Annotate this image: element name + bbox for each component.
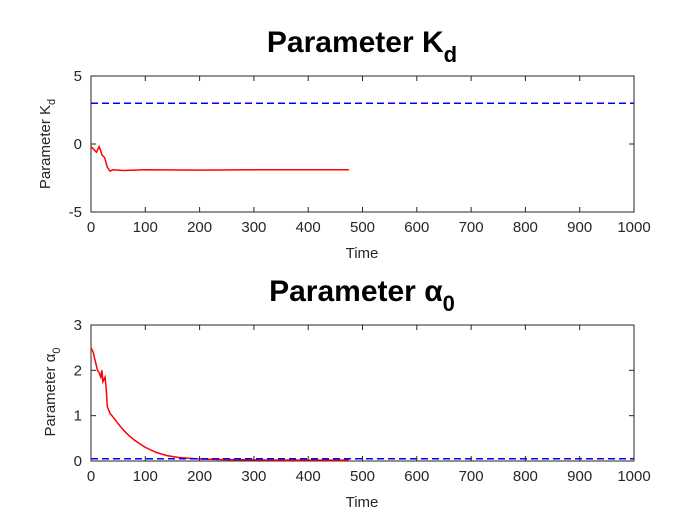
x-tick-label: 900 (567, 219, 592, 236)
x-tick-label: 0 (87, 219, 95, 236)
axes-box (90, 324, 635, 462)
x-tick-label: 0 (87, 468, 95, 485)
y-tick-label: -5 (69, 204, 82, 221)
x-tick-label: 700 (459, 468, 484, 485)
y-tick-label: 1 (74, 408, 82, 425)
x-tick-label: 500 (350, 468, 375, 485)
y-axis-label: Parameter Kd (37, 99, 58, 189)
x-tick-label: 400 (296, 219, 321, 236)
y-tick-label: 2 (74, 362, 82, 379)
x-tick-label: 100 (133, 219, 158, 236)
x-tick-label: 700 (459, 219, 484, 236)
chart-title: Parameter α0 (269, 275, 455, 316)
x-tick-label: 300 (241, 468, 266, 485)
x-tick-label: 200 (187, 468, 212, 485)
x-tick-label: 900 (567, 468, 592, 485)
panel-alpha0: Parameter α0 Parameter α0 Time 0 100 200 30… (42, 275, 651, 511)
x-tick-label: 600 (404, 468, 429, 485)
y-tick-label: 3 (74, 317, 82, 334)
panel-kd: Parameter Kd Parameter Kd Time 0 100 200 30… (37, 26, 651, 262)
x-tick-label: 100 (133, 468, 158, 485)
y-axis-label: Parameter α0 (42, 348, 63, 437)
x-axis-label: Time (346, 494, 379, 511)
x-tick-label: 600 (404, 219, 429, 236)
axes-box (90, 75, 635, 213)
x-tick-label: 500 (350, 219, 375, 236)
x-tick-label: 400 (296, 468, 321, 485)
y-tick-label: 5 (74, 68, 82, 85)
chart-title: Parameter Kd (267, 26, 457, 67)
y-tick-label: 0 (74, 453, 82, 470)
x-tick-label: 200 (187, 219, 212, 236)
estimate-line (90, 144, 349, 173)
estimate-line (90, 347, 349, 461)
x-tick-label: 300 (241, 219, 266, 236)
x-axis-label: Time (346, 245, 379, 262)
x-tick-label: 1000 (617, 219, 650, 236)
y-tick-label: 0 (74, 136, 82, 153)
x-tick-label: 1000 (617, 468, 650, 485)
x-tick-label: 800 (513, 468, 538, 485)
x-tick-label: 800 (513, 219, 538, 236)
